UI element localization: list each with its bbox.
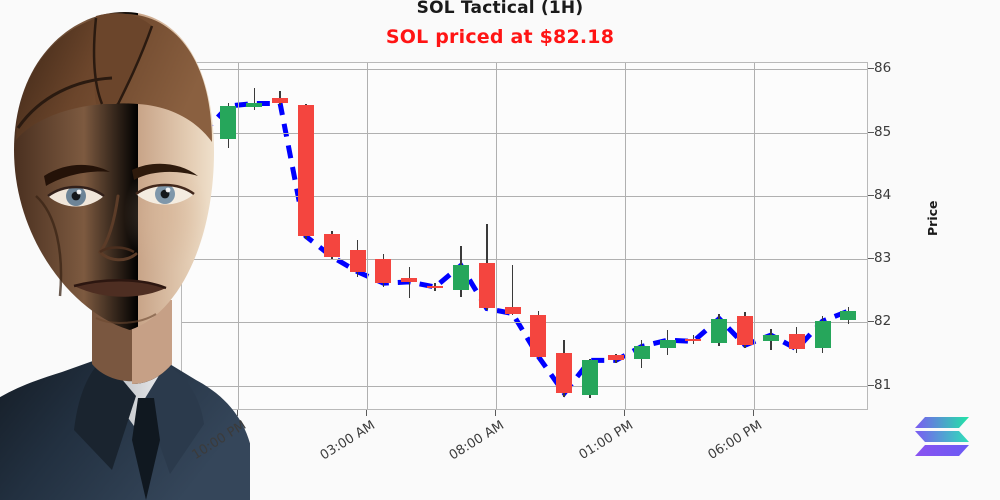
candle-body [685,338,702,342]
x-tick-mark [366,410,367,416]
candle-body [478,262,495,309]
candle-body [788,333,805,349]
candle-body [530,314,547,357]
plot-area [181,62,868,410]
gridline-vertical [754,63,755,409]
y-tick-mark [868,194,874,196]
candle-body [814,321,831,348]
x-tick-mark [237,410,238,416]
candle-body [297,105,314,237]
candle-body [633,346,650,360]
candle-wick [279,90,281,105]
candle-wick [511,265,514,315]
gridline-vertical [238,63,239,409]
x-tick-mark [753,410,754,416]
gridline-horizontal [182,259,867,261]
gridline-vertical [625,63,626,409]
candle-body [711,318,728,343]
gridline-vertical [496,63,497,409]
x-tick-mark [624,410,625,416]
y-axis-label: Price [925,200,940,237]
candle-body [272,97,289,104]
y-tick-mark [868,258,874,260]
gridline-horizontal [182,69,867,71]
chart-title: SOL Tactical (1H) [416,0,584,18]
candle-body [375,259,392,284]
candle-body [246,103,263,108]
x-tick-mark [495,410,496,416]
candle-body [427,285,444,289]
candle-wick [408,266,411,299]
y-tick-mark [868,384,874,386]
gridline-horizontal [182,322,867,324]
y-tick-label: 82 [874,313,892,330]
y-tick-label: 86 [874,60,892,77]
trend-overlay-line [200,100,850,398]
candle-wick [253,88,256,110]
chart-subtitle: SOL priced at $82.18 [385,26,615,48]
trend-polyline [200,100,850,398]
gridline-horizontal [182,132,867,134]
candle-body [556,352,573,394]
y-tick-mark [868,68,874,70]
y-tick-mark [868,131,874,133]
solana-logo [915,417,969,456]
y-tick-label: 85 [874,123,892,140]
x-tick-label: 08:00 AM [446,418,507,464]
android-presenter-avatar [0,12,250,500]
gridline-horizontal [182,385,867,387]
x-tick-label: 03:00 AM [317,418,378,464]
candle-body [582,360,599,395]
candle-body [737,316,754,346]
gridline-vertical [367,63,368,409]
candle-body [504,307,521,314]
gridline-horizontal [182,195,867,197]
candle-body [840,311,857,320]
candle-body [220,106,237,139]
candle-body [762,335,779,342]
candle-body [349,250,366,272]
y-tick-label: 83 [874,250,892,267]
x-tick-label: 06:00 PM [705,418,765,463]
x-tick-label: 01:00 PM [576,418,636,463]
y-tick-label: 81 [874,376,892,393]
candle-body [323,233,340,257]
y-tick-mark [868,321,874,323]
candle-body [452,265,469,290]
y-tick-label: 84 [874,186,892,203]
candle-body [401,278,418,282]
candle-body [607,355,624,361]
candle-body [659,340,676,348]
